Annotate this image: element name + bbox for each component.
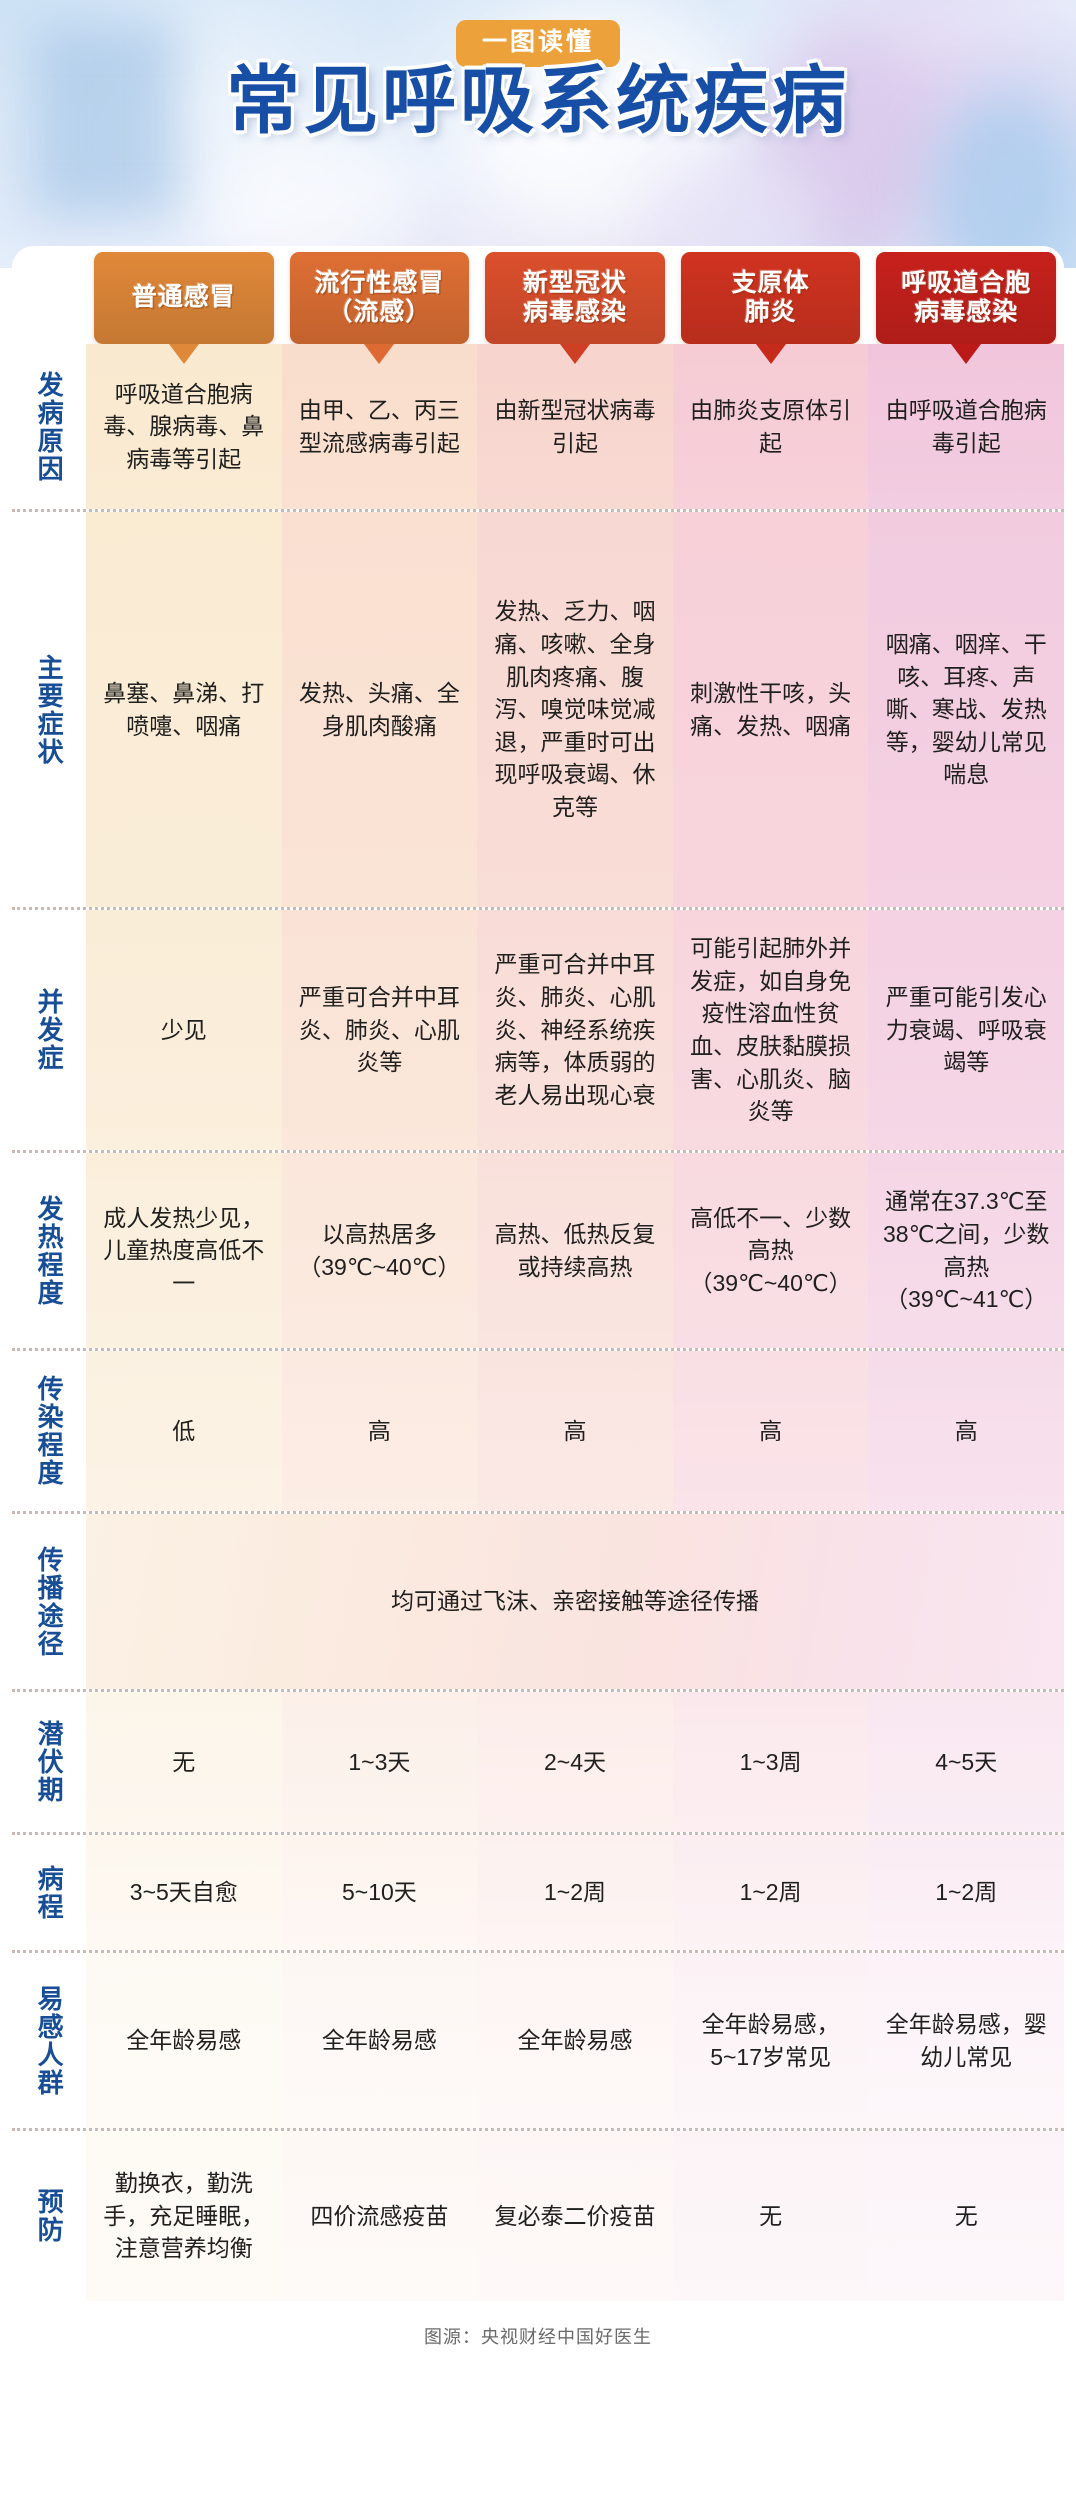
- row-divider: [12, 509, 1064, 512]
- table-cell: 2~4天: [477, 1692, 673, 1832]
- table-cell: 高低不一、少数高热（39℃~40℃）: [672, 1153, 869, 1348]
- ribbon-badge: 一图读懂: [455, 20, 621, 67]
- table-cell: 咽痛、咽痒、干咳、耳疼、声嘶、寒战、发热等，婴幼儿常见喘息: [868, 512, 1064, 907]
- row-label-7: 潜伏期: [12, 1692, 86, 1832]
- source-credit: 图源：央视财经中国好医生: [12, 2301, 1064, 2369]
- row-label-3: 并发症: [12, 910, 86, 1150]
- column-header-label: 新型冠状 病毒感染: [485, 252, 665, 344]
- table-cell: 严重可合并中耳炎、肺炎、心肌炎等: [281, 910, 478, 1150]
- hero-blob: [30, 20, 180, 220]
- page-title: 常见呼吸系统疾病: [226, 59, 850, 142]
- row-divider: [12, 1348, 1064, 1351]
- table-cell: 无: [672, 2131, 869, 2301]
- table-cell: 复必泰二价疫苗: [477, 2131, 673, 2301]
- hero-blob: [210, 120, 410, 268]
- table-cell: 全年龄易感: [86, 1953, 282, 2128]
- row-divider: [12, 907, 1064, 910]
- table-cell: 5~10天: [281, 1835, 478, 1950]
- triangle-down-icon: [364, 344, 395, 364]
- row-label-5: 传染程度: [12, 1351, 86, 1511]
- table-cell-merged: 均可通过飞沫、亲密接触等途径传播: [86, 1514, 1064, 1689]
- table-cell: 刺激性干咳，头痛、发热、咽痛: [672, 512, 869, 907]
- comparison-card: 普通感冒 流行性感冒 （流感） 新型冠状 病毒感染 支原体 肺炎 呼吸道合胞 病毒感染发病原因呼…: [12, 246, 1064, 2369]
- infographic-page: 一图读懂 常见呼吸系统疾病 普通感冒 流行性感冒 （流感） 新型冠状 病毒感染 支原体 肺炎…: [0, 0, 1076, 2369]
- table-corner-spacer: [12, 246, 86, 344]
- triangle-down-icon: [755, 344, 786, 364]
- table-cell: 1~3天: [281, 1692, 478, 1832]
- row-label-1: 发病原因: [12, 344, 86, 509]
- column-header-label: 呼吸道合胞 病毒感染: [876, 252, 1056, 344]
- table-cell: 可能引起肺外并发症，如自身免疫性溶血性贫血、皮肤黏膜损害、心肌炎、脑炎等: [672, 910, 869, 1150]
- column-header-label: 支原体 肺炎: [680, 252, 861, 344]
- table-cell: 4~5天: [868, 1692, 1064, 1832]
- table-cell: 全年龄易感: [477, 1953, 673, 2128]
- row-divider: [12, 1832, 1064, 1835]
- triangle-down-icon: [168, 344, 199, 364]
- row-divider: [12, 1689, 1064, 1692]
- table-cell: 由肺炎支原体引起: [672, 344, 869, 509]
- table-cell: 1~3周: [672, 1692, 869, 1832]
- table-cell: 全年龄易感，5~17岁常见: [672, 1953, 869, 2128]
- table-cell: 全年龄易感，婴幼儿常见: [868, 1953, 1064, 2128]
- table-cell: 高: [868, 1351, 1064, 1511]
- row-divider: [12, 2128, 1064, 2131]
- table-cell: 成人发热少见，儿童热度高低不一: [86, 1153, 282, 1348]
- hero-banner: 一图读懂 常见呼吸系统疾病: [0, 0, 1076, 268]
- row-divider: [12, 1150, 1064, 1153]
- table-cell: 高: [477, 1351, 673, 1511]
- row-label-2: 主要症状: [12, 512, 86, 907]
- table-cell: 严重可能引发心力衰竭、呼吸衰竭等: [868, 910, 1064, 1150]
- row-label-10: 预防: [12, 2131, 86, 2301]
- column-header-2[interactable]: 流行性感冒 （流感）: [281, 246, 478, 344]
- table-cell: 严重可合并中耳炎、肺炎、心肌炎、神经系统疾病等，体质弱的老人易出现心衰: [477, 910, 673, 1150]
- column-header-1[interactable]: 普通感冒: [86, 246, 282, 344]
- table-cell: 高: [281, 1351, 478, 1511]
- row-label-4: 发热程度: [12, 1153, 86, 1348]
- table-cell: 无: [868, 2131, 1064, 2301]
- table-cell: 低: [86, 1351, 282, 1511]
- table-cell: 鼻塞、鼻涕、打喷嚏、咽痛: [86, 512, 282, 907]
- comparison-table: 普通感冒 流行性感冒 （流感） 新型冠状 病毒感染 支原体 肺炎 呼吸道合胞 病毒感染发病原因呼…: [12, 246, 1064, 2301]
- table-cell: 无: [86, 1692, 282, 1832]
- table-cell: 1~2周: [868, 1835, 1064, 1950]
- table-cell: 少见: [86, 910, 282, 1150]
- triangle-down-icon: [951, 344, 982, 364]
- table-cell: 3~5天自愈: [86, 1835, 282, 1950]
- table-cell: 呼吸道合胞病毒、腺病毒、鼻病毒等引起: [86, 344, 282, 509]
- table-cell: 勤换衣，勤洗手，充足睡眠，注意营养均衡: [86, 2131, 282, 2301]
- table-cell: 发热、乏力、咽痛、咳嗽、全身肌肉疼痛、腹泻、嗅觉味觉减退，严重时可出现呼吸衰竭、…: [477, 512, 673, 907]
- row-label-8: 病程: [12, 1835, 86, 1950]
- column-header-label: 流行性感冒 （流感）: [289, 252, 470, 344]
- column-header-3[interactable]: 新型冠状 病毒感染: [477, 246, 673, 344]
- table-cell: 四价流感疫苗: [281, 2131, 478, 2301]
- table-cell: 发热、头痛、全身肌肉酸痛: [281, 512, 478, 907]
- table-cell: 1~2周: [672, 1835, 869, 1950]
- table-cell: 以高热居多（39℃~40℃）: [281, 1153, 478, 1348]
- table-cell: 由呼吸道合胞病毒引起: [868, 344, 1064, 509]
- column-header-label: 普通感冒: [94, 252, 274, 344]
- table-cell: 高热、低热反复或持续高热: [477, 1153, 673, 1348]
- column-header-5[interactable]: 呼吸道合胞 病毒感染: [868, 246, 1064, 344]
- row-divider: [12, 1511, 1064, 1514]
- row-label-6: 传播途径: [12, 1514, 86, 1689]
- table-cell: 由甲、乙、丙三型流感病毒引起: [281, 344, 478, 509]
- table-cell: 全年龄易感: [281, 1953, 478, 2128]
- row-label-9: 易感人群: [12, 1953, 86, 2128]
- triangle-down-icon: [559, 344, 590, 364]
- table-cell: 高: [672, 1351, 869, 1511]
- row-divider: [12, 1950, 1064, 1953]
- table-cell: 通常在37.3℃至38℃之间，少数高热（39℃~41℃）: [868, 1153, 1064, 1348]
- table-cell: 由新型冠状病毒引起: [477, 344, 673, 509]
- hero-blob: [930, 90, 1076, 268]
- table-cell: 1~2周: [477, 1835, 673, 1950]
- column-header-4[interactable]: 支原体 肺炎: [672, 246, 869, 344]
